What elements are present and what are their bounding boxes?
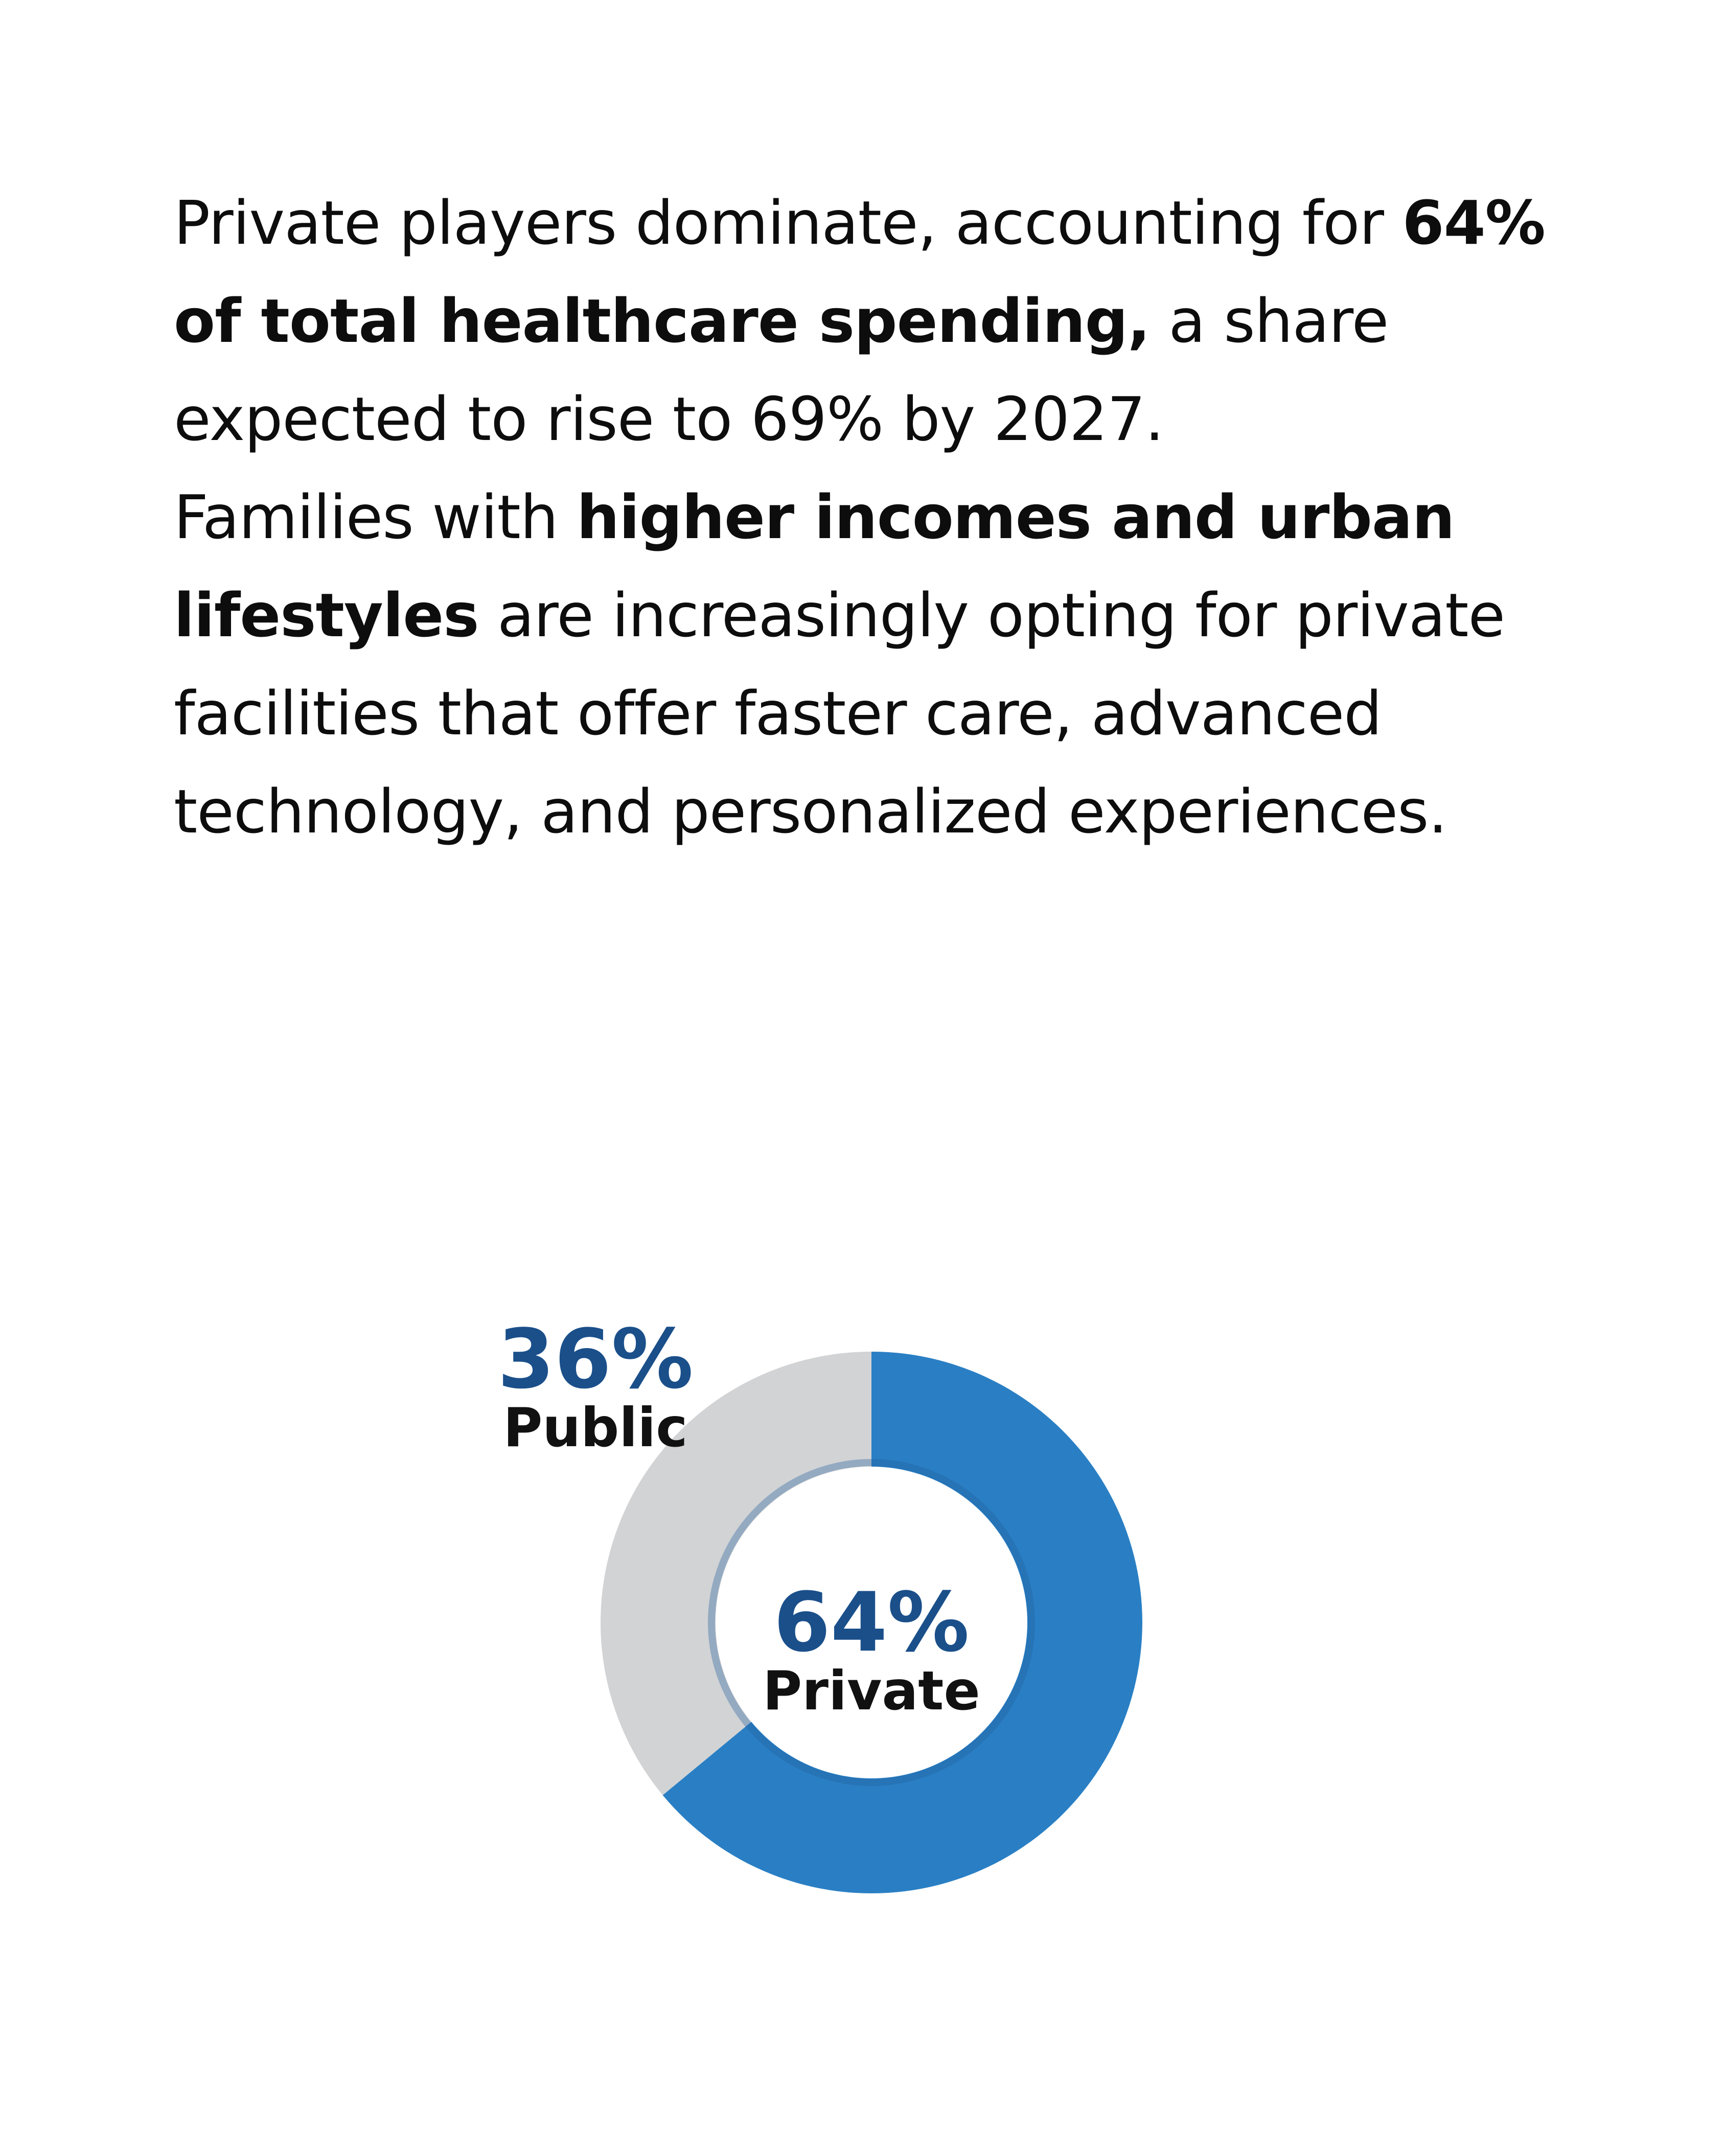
paragraph2-bold: higher incomes and urban lifestyles: [174, 482, 1455, 651]
paragraph1-part1: Private players dominate, accounting for: [174, 188, 1402, 258]
description-text: Private players dominate, accounting for…: [174, 174, 1579, 861]
paragraph1-bold: 64% of total healthcare spending,: [174, 188, 1546, 356]
private-category-label: Private: [763, 1660, 980, 1722]
paragraph2-part2: are increasingly opting for private faci…: [174, 580, 1505, 847]
paragraph2-part1: Families with: [174, 482, 577, 552]
public-percent-label: 36%: [498, 1311, 694, 1407]
donut-slice-private: [662, 1352, 1143, 1894]
private-percent-label: 64%: [774, 1574, 970, 1670]
donut-slice-public: [601, 1352, 871, 1795]
paragraph1-part2: a share expected to rise to 69% by 2027.: [174, 286, 1389, 454]
donut-inner-ring: [708, 1459, 1035, 1786]
public-category-label: Public: [503, 1397, 687, 1459]
donut-slices: [601, 1352, 1143, 1894]
paragraph-private-share: Private players dominate, accounting for…: [174, 174, 1579, 468]
paragraph-families: Families with higher incomes and urban l…: [174, 468, 1579, 861]
